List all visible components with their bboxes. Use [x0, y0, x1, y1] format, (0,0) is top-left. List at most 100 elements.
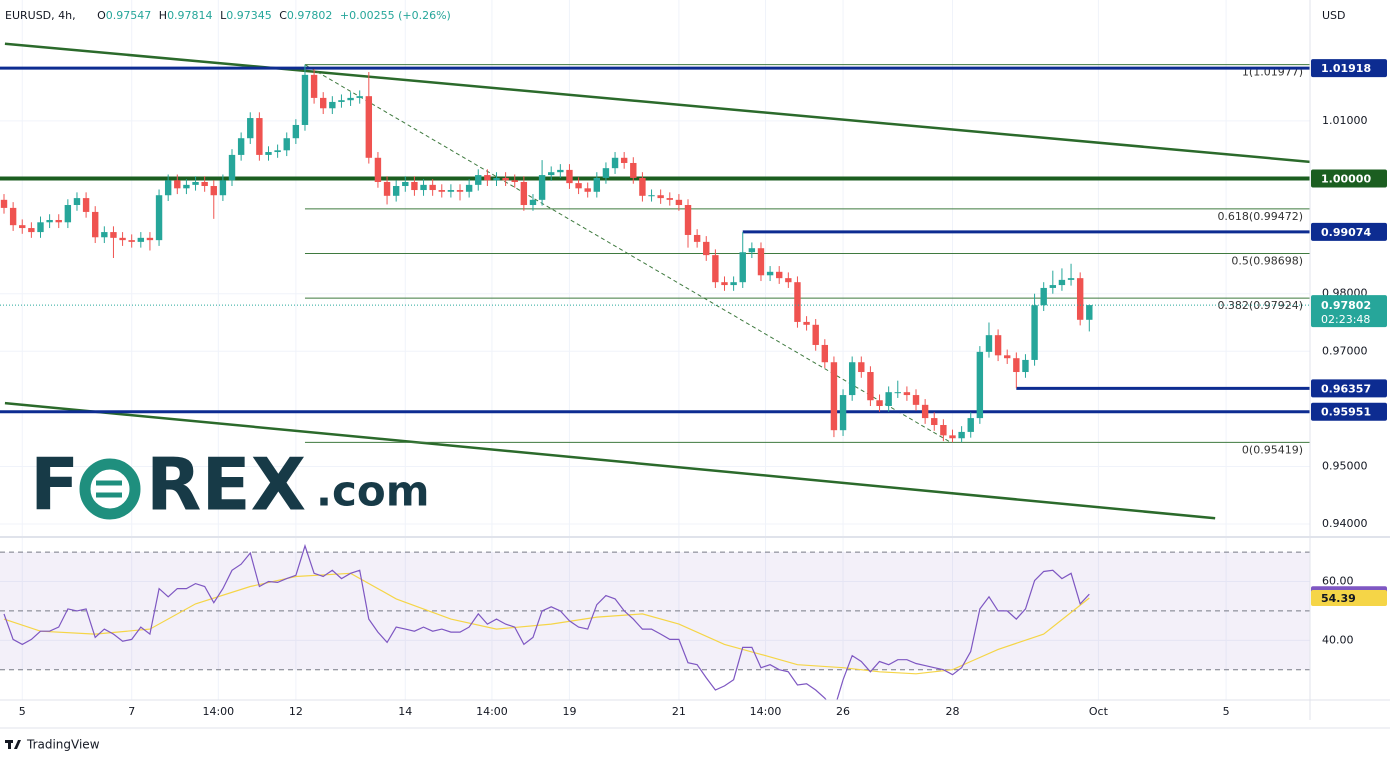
- broker-logo: F REX .com: [30, 443, 429, 527]
- candle-body: [757, 248, 765, 276]
- x-tick-label: 21: [672, 705, 686, 718]
- ohlc-label: L: [220, 9, 227, 22]
- candle-body: [146, 237, 154, 241]
- candle-body: [602, 168, 610, 178]
- rsi-line: [3, 543, 1090, 700]
- candle-body: [876, 400, 883, 407]
- candle-body: [921, 404, 929, 419]
- candle-body: [630, 162, 637, 178]
- ohlc-value: 0.97802: [287, 9, 333, 22]
- last-price-badge: [1311, 295, 1387, 328]
- candle-body: [766, 271, 774, 276]
- candle-body: [484, 175, 491, 181]
- candle-body: [894, 392, 901, 394]
- candle-body: [520, 181, 528, 206]
- y-tick-label: 0.94000: [1322, 517, 1368, 530]
- candle-body: [274, 150, 281, 153]
- candle-body: [1086, 305, 1093, 320]
- candle-body: [465, 184, 473, 192]
- candle-body: [1040, 287, 1047, 306]
- candle-body: [301, 74, 309, 125]
- y-tick-label: 1.01000: [1322, 114, 1368, 127]
- price-badge-label: 0.95951: [1321, 406, 1371, 419]
- change: +0.00255 (+0.26%): [340, 9, 451, 22]
- candle-body: [383, 181, 391, 196]
- symbol: EURUSD, 4h,: [5, 9, 76, 22]
- ohlc-value: 0.97547: [106, 9, 152, 22]
- candle-body: [310, 74, 318, 98]
- candle-body: [73, 198, 81, 206]
- y-tick-label: 60.00: [1322, 575, 1354, 588]
- candle-body: [110, 232, 117, 238]
- grid: [0, 0, 1310, 700]
- countdown: 02:23:48: [1321, 313, 1370, 326]
- candle-body: [958, 431, 965, 439]
- price-badge: [1311, 59, 1387, 78]
- candle-body: [37, 222, 44, 233]
- candle-body: [976, 351, 984, 419]
- x-tick-label: 5: [1223, 705, 1230, 718]
- candle-body: [848, 362, 856, 396]
- candle-body: [985, 335, 993, 352]
- candle-body: [830, 362, 838, 431]
- candle-body: [1004, 355, 1011, 359]
- candle-body: [356, 96, 363, 98]
- rsi-pane: [0, 543, 1310, 700]
- fib-label: 0(0.95419): [1242, 443, 1303, 456]
- candle-body: [967, 418, 974, 432]
- candle-body: [703, 241, 710, 256]
- candle-body: [420, 184, 427, 191]
- candle-body: [712, 255, 719, 283]
- candle-body: [575, 183, 582, 189]
- candle-body: [192, 181, 199, 185]
- y-tick-label: 40.00: [1322, 633, 1354, 646]
- candle-body: [228, 154, 236, 181]
- candle-body: [1067, 278, 1075, 280]
- price-badge-label: 1.00000: [1321, 173, 1371, 186]
- candle-body: [174, 180, 181, 189]
- candle-body: [402, 181, 409, 187]
- candle-body: [247, 118, 254, 139]
- candle-body: [128, 240, 135, 242]
- candle-body: [374, 157, 382, 182]
- logo-icon: [79, 458, 141, 520]
- candle-body: [183, 184, 190, 189]
- price-badge: [1311, 402, 1387, 421]
- candle-body: [475, 175, 482, 185]
- candle-body: [265, 152, 272, 155]
- ohlc-label: H: [159, 9, 167, 22]
- x-tick-label: 14: [398, 705, 412, 718]
- candle-body: [593, 177, 601, 192]
- candle-body: [365, 96, 373, 158]
- last-price-label: 0.97802: [1321, 299, 1371, 312]
- price-badge-label: 54.39: [1321, 592, 1356, 605]
- fib-label: 0.5(0.98698): [1231, 255, 1303, 268]
- price-badge: [1311, 379, 1387, 398]
- price-axis: [1310, 0, 1390, 700]
- candle-body: [429, 184, 436, 191]
- x-tick-label: 28: [945, 705, 959, 718]
- candle-body: [392, 186, 400, 196]
- candle-body: [511, 180, 518, 182]
- candle-body: [739, 252, 746, 283]
- candle-body: [839, 395, 847, 431]
- candle-body: [0, 199, 8, 208]
- candle-body: [584, 188, 591, 192]
- chart-header: EURUSD, 4h, O0.97547 H0.97814 L0.97345 C…: [5, 9, 451, 22]
- candle-body: [611, 157, 619, 169]
- candle-body: [493, 177, 500, 181]
- candle-body: [283, 138, 290, 151]
- x-tick-label: Oct: [1089, 705, 1109, 718]
- candle-body: [666, 198, 673, 200]
- candle-body: [219, 180, 227, 196]
- rsi-line: [3, 572, 1090, 675]
- candle-body: [748, 248, 756, 253]
- candle-body: [1049, 285, 1057, 288]
- logo-text: REX: [146, 443, 306, 527]
- candle-body: [557, 169, 564, 173]
- trend-line: [4, 401, 1216, 520]
- candle-body: [502, 177, 509, 181]
- candle-body: [730, 282, 737, 286]
- candle-body: [903, 392, 911, 396]
